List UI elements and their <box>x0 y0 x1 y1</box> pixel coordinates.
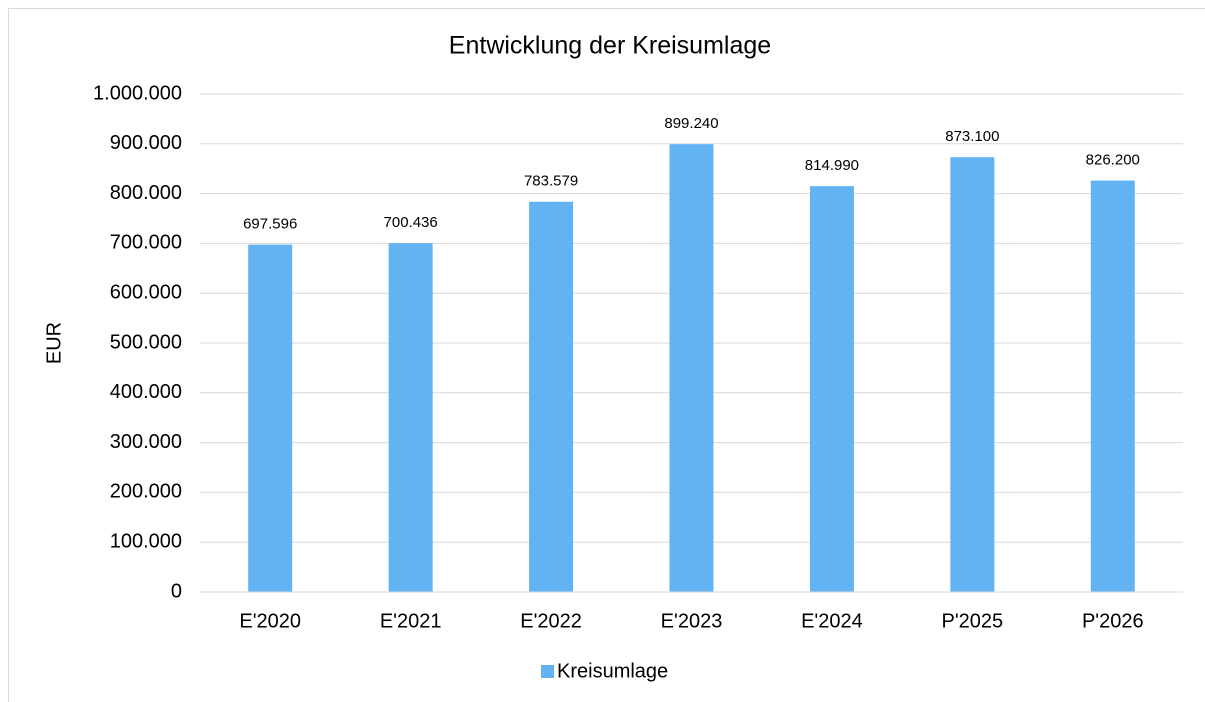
bar <box>1090 180 1135 592</box>
chart-title: Entwicklung der Kreisumlage <box>449 32 771 60</box>
y-tick-label: 900.000 <box>110 132 182 154</box>
x-tick-label: E'2023 <box>661 610 723 632</box>
data-label: 700.436 <box>384 214 438 231</box>
data-label: 826.200 <box>1086 152 1140 169</box>
x-tick-label: E'2022 <box>520 610 582 632</box>
legend-label: Kreisumlage <box>557 660 668 682</box>
data-label: 697.596 <box>243 216 297 233</box>
y-tick-label: 1.000.000 <box>93 82 182 104</box>
data-label: 873.100 <box>945 128 999 145</box>
y-tick-label: 400.000 <box>110 381 182 403</box>
x-tick-label: E'2024 <box>801 610 863 632</box>
y-tick-label: 200.000 <box>110 481 182 503</box>
y-tick-label: 300.000 <box>110 431 182 453</box>
x-tick-label: E'2020 <box>239 610 301 632</box>
bar <box>950 157 995 592</box>
bar <box>669 144 714 593</box>
y-tick-label: 700.000 <box>110 232 182 254</box>
chart-frame <box>8 8 1205 702</box>
data-label: 814.990 <box>805 157 859 174</box>
y-tick-label: 100.000 <box>110 530 182 552</box>
bar <box>529 201 574 593</box>
legend-swatch <box>541 665 554 678</box>
x-tick-label: P'2026 <box>1082 610 1144 632</box>
data-label: 783.579 <box>524 173 578 190</box>
bar <box>809 186 854 592</box>
y-tick-label: 500.000 <box>110 331 182 353</box>
data-label: 899.240 <box>664 115 718 132</box>
bar <box>248 244 293 592</box>
bar <box>388 243 433 593</box>
y-tick-label: 600.000 <box>110 281 182 303</box>
y-axis-label: EUR <box>43 322 65 364</box>
y-tick-label: 800.000 <box>110 182 182 204</box>
x-tick-label: E'2021 <box>380 610 442 632</box>
x-tick-label: P'2025 <box>942 610 1004 632</box>
y-tick-label: 0 <box>171 580 182 602</box>
